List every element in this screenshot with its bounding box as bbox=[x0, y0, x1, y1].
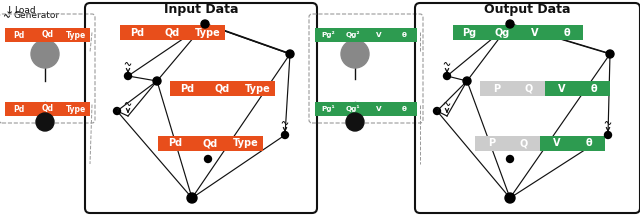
Text: Input Data: Input Data bbox=[164, 3, 238, 16]
Text: ↓: ↓ bbox=[5, 6, 14, 16]
Text: V: V bbox=[376, 106, 381, 112]
FancyBboxPatch shape bbox=[392, 102, 417, 116]
Circle shape bbox=[282, 132, 289, 138]
FancyBboxPatch shape bbox=[453, 25, 486, 40]
Circle shape bbox=[444, 73, 451, 79]
Circle shape bbox=[153, 77, 161, 85]
Circle shape bbox=[187, 193, 197, 203]
Text: θ: θ bbox=[402, 32, 406, 38]
FancyBboxPatch shape bbox=[545, 81, 577, 96]
FancyBboxPatch shape bbox=[170, 81, 205, 96]
Text: Generator: Generator bbox=[14, 11, 60, 21]
Text: V: V bbox=[557, 84, 565, 94]
Circle shape bbox=[286, 50, 294, 58]
Circle shape bbox=[433, 108, 440, 114]
Text: θ: θ bbox=[563, 27, 570, 38]
Text: Qd: Qd bbox=[203, 138, 218, 149]
Text: Qg¹: Qg¹ bbox=[346, 105, 360, 113]
FancyBboxPatch shape bbox=[158, 136, 193, 151]
Text: Qd: Qd bbox=[215, 84, 230, 94]
FancyBboxPatch shape bbox=[550, 25, 583, 40]
Text: Qg: Qg bbox=[494, 27, 509, 38]
FancyBboxPatch shape bbox=[480, 81, 513, 96]
FancyBboxPatch shape bbox=[392, 28, 417, 42]
FancyBboxPatch shape bbox=[190, 25, 225, 40]
Text: Pd: Pd bbox=[131, 27, 145, 38]
Circle shape bbox=[201, 20, 209, 28]
Circle shape bbox=[346, 113, 364, 131]
Text: ?: ? bbox=[115, 108, 119, 113]
FancyBboxPatch shape bbox=[61, 102, 90, 116]
Text: Type: Type bbox=[195, 27, 220, 38]
Text: P: P bbox=[493, 84, 500, 94]
FancyBboxPatch shape bbox=[33, 102, 61, 116]
Text: Pd: Pd bbox=[180, 84, 195, 94]
Text: Type: Type bbox=[66, 105, 86, 113]
Circle shape bbox=[205, 156, 211, 162]
Text: Qg²: Qg² bbox=[346, 32, 360, 38]
FancyBboxPatch shape bbox=[340, 102, 366, 116]
FancyBboxPatch shape bbox=[540, 136, 573, 151]
FancyBboxPatch shape bbox=[573, 136, 605, 151]
Circle shape bbox=[506, 20, 514, 28]
Text: Pg¹: Pg¹ bbox=[321, 105, 335, 113]
Circle shape bbox=[36, 113, 54, 131]
Text: Q: Q bbox=[525, 84, 533, 94]
Text: θ: θ bbox=[591, 84, 597, 94]
FancyBboxPatch shape bbox=[240, 81, 275, 96]
Text: θ: θ bbox=[586, 138, 592, 149]
FancyBboxPatch shape bbox=[5, 28, 33, 42]
FancyBboxPatch shape bbox=[513, 81, 545, 96]
Text: Load: Load bbox=[14, 6, 36, 15]
Circle shape bbox=[31, 40, 59, 68]
FancyBboxPatch shape bbox=[120, 25, 155, 40]
Text: Type: Type bbox=[244, 84, 270, 94]
Text: Qd: Qd bbox=[42, 30, 54, 40]
Circle shape bbox=[505, 193, 515, 203]
FancyBboxPatch shape bbox=[315, 28, 340, 42]
Text: Type: Type bbox=[232, 138, 259, 149]
FancyBboxPatch shape bbox=[366, 28, 392, 42]
Text: V: V bbox=[531, 27, 538, 38]
Text: P: P bbox=[488, 138, 495, 149]
Text: Qd: Qd bbox=[165, 27, 180, 38]
Circle shape bbox=[125, 73, 131, 79]
Text: V: V bbox=[552, 138, 560, 149]
FancyBboxPatch shape bbox=[61, 28, 90, 42]
Circle shape bbox=[463, 77, 471, 85]
Text: θ: θ bbox=[402, 106, 406, 112]
FancyBboxPatch shape bbox=[33, 28, 61, 42]
Text: ?: ? bbox=[435, 108, 439, 113]
Circle shape bbox=[113, 108, 120, 114]
FancyBboxPatch shape bbox=[5, 102, 33, 116]
FancyBboxPatch shape bbox=[577, 81, 610, 96]
Circle shape bbox=[506, 156, 513, 162]
Text: Qd: Qd bbox=[42, 105, 54, 113]
FancyBboxPatch shape bbox=[486, 25, 518, 40]
Text: Pg²: Pg² bbox=[321, 32, 335, 38]
Text: Type: Type bbox=[66, 30, 86, 40]
Text: Q: Q bbox=[520, 138, 528, 149]
FancyBboxPatch shape bbox=[508, 136, 540, 151]
Circle shape bbox=[341, 40, 369, 68]
Circle shape bbox=[605, 132, 611, 138]
Text: Output Data: Output Data bbox=[484, 3, 571, 16]
FancyBboxPatch shape bbox=[366, 102, 392, 116]
FancyBboxPatch shape bbox=[315, 102, 340, 116]
FancyBboxPatch shape bbox=[155, 25, 190, 40]
FancyBboxPatch shape bbox=[205, 81, 240, 96]
Text: Pd: Pd bbox=[13, 30, 25, 40]
Text: Pg: Pg bbox=[462, 27, 476, 38]
Text: Pd: Pd bbox=[168, 138, 182, 149]
FancyBboxPatch shape bbox=[340, 28, 366, 42]
Text: Pd: Pd bbox=[13, 105, 25, 113]
FancyBboxPatch shape bbox=[518, 25, 550, 40]
FancyBboxPatch shape bbox=[475, 136, 508, 151]
Circle shape bbox=[606, 50, 614, 58]
FancyBboxPatch shape bbox=[228, 136, 263, 151]
Text: V: V bbox=[376, 32, 381, 38]
FancyBboxPatch shape bbox=[193, 136, 228, 151]
